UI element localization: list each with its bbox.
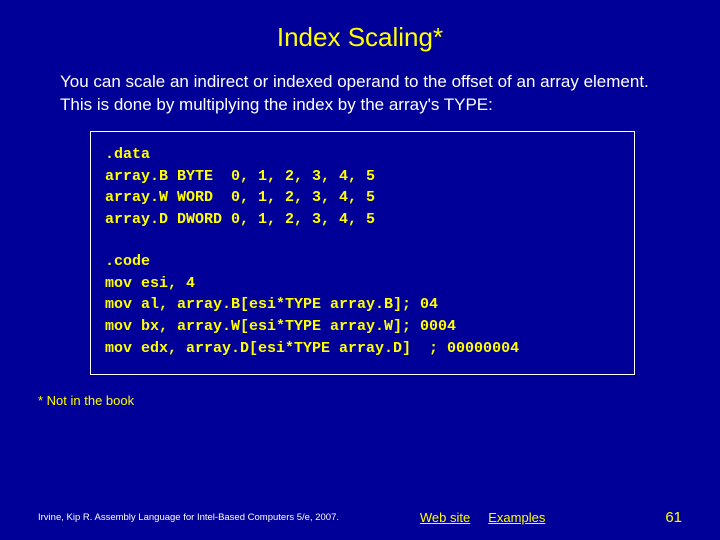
web-site-link[interactable]: Web site [420,510,470,525]
code-box: .data array.B BYTE 0, 1, 2, 3, 4, 5 arra… [90,131,635,375]
code-data-section: .data array.B BYTE 0, 1, 2, 3, 4, 5 arra… [105,144,620,231]
footer-citation: Irvine, Kip R. Assembly Language for Int… [38,512,400,523]
examples-link[interactable]: Examples [488,510,545,525]
slide-title: Index Scaling* [0,0,720,71]
page-number: 61 [665,509,682,526]
footnote: * Not in the book [38,393,720,408]
footer: Irvine, Kip R. Assembly Language for Int… [0,509,720,526]
body-paragraph: You can scale an indirect or indexed ope… [60,71,660,117]
footer-links: Web site Examples [420,510,545,525]
code-code-section: .code mov esi, 4 mov al, array.B[esi*TYP… [105,251,620,360]
